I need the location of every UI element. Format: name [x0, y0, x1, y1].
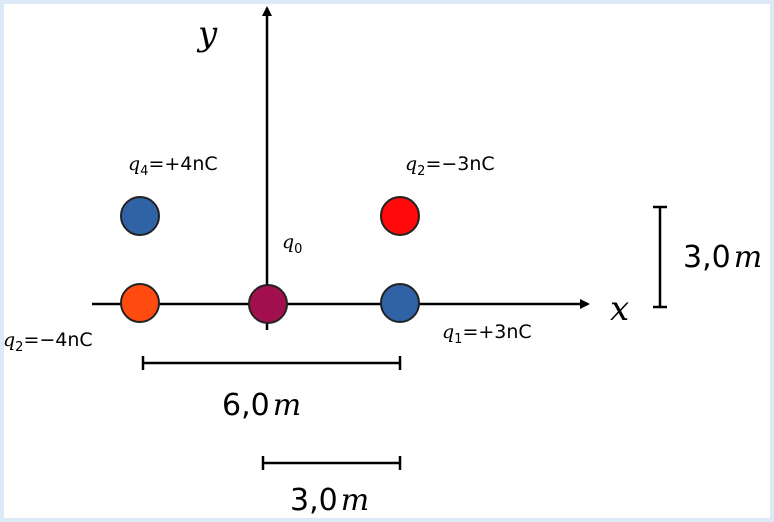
number: 3,0 [290, 483, 338, 518]
charge-label: q2=−3nC [405, 153, 495, 179]
subscript: 4 [140, 164, 148, 179]
charges [120, 196, 420, 324]
value: =−4nC [23, 329, 92, 351]
dimension-label: 3,0 m [290, 483, 369, 518]
charge-label: q2=−4nC [3, 329, 93, 355]
value: =+4nC [148, 153, 217, 175]
charge [248, 284, 288, 324]
value: =−3nC [425, 153, 494, 175]
dimension-label: 3,0 m [683, 240, 762, 275]
charge [380, 196, 420, 236]
charge-label: q4=+4nC [128, 153, 218, 179]
number: 6,0 [222, 388, 270, 423]
charge [120, 196, 160, 236]
dimension-label: 6,0 m [222, 388, 301, 423]
axis-label: x [610, 289, 629, 329]
axes [92, 6, 667, 470]
unit: m [273, 388, 301, 423]
symbol: q [442, 321, 454, 343]
charge-label: q0 [282, 231, 302, 257]
axis-label: y [196, 14, 218, 54]
charge-label: q1=+3nC [442, 321, 532, 347]
unit: m [734, 240, 762, 275]
number: 3,0 [683, 240, 731, 275]
subscript: 0 [294, 242, 302, 257]
symbol: q [3, 329, 15, 351]
unit: m [341, 483, 369, 518]
symbol: q [128, 153, 140, 175]
charge [120, 283, 160, 323]
subscript: 2 [15, 340, 23, 355]
symbol: q [405, 153, 417, 175]
subscript: 2 [417, 164, 425, 179]
charge [380, 283, 420, 323]
symbol: q [282, 231, 294, 253]
subscript: 1 [454, 332, 462, 347]
value: =+3nC [462, 321, 531, 343]
